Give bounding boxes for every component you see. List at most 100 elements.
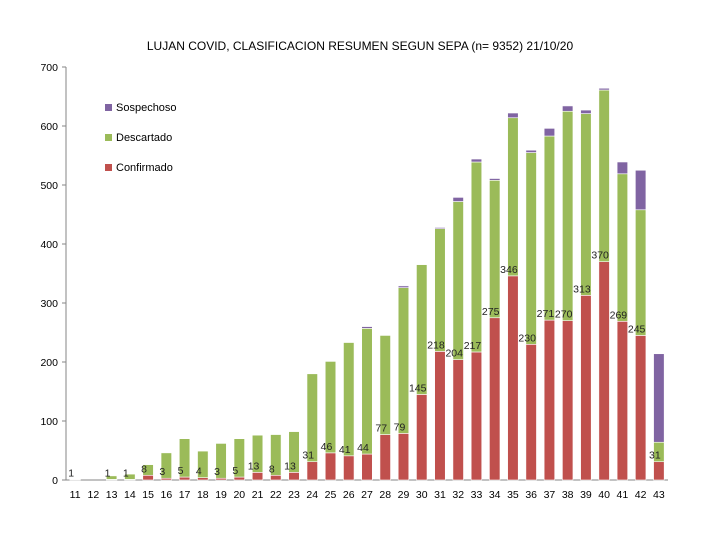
x-tick-label: 30 <box>416 489 428 501</box>
data-label-confirmado: 370 <box>591 250 609 262</box>
x-tick-label: 43 <box>653 489 665 501</box>
bar-descartado-16 <box>160 452 172 479</box>
data-label-confirmado: 5 <box>178 465 184 477</box>
data-label-confirmado: 217 <box>464 340 482 352</box>
x-tick-label: 36 <box>525 489 537 501</box>
bar-confirmado-35 <box>507 275 519 481</box>
bar-confirmado-20 <box>233 476 245 481</box>
bar-descartado-19 <box>215 443 227 479</box>
bar-descartado-41 <box>616 173 628 322</box>
y-tick-label: 0 <box>52 475 58 487</box>
data-label-confirmado: 346 <box>500 264 518 276</box>
x-tick-label: 12 <box>88 489 100 501</box>
data-label-confirmado: 271 <box>537 308 555 320</box>
data-label-confirmado: 218 <box>427 339 445 351</box>
x-tick-label: 11 <box>70 489 81 501</box>
data-label-confirmado: 204 <box>445 348 463 360</box>
bar-descartado-17 <box>178 438 191 478</box>
bar-sospechoso-43 <box>653 353 665 443</box>
bar-confirmado-41 <box>616 320 628 481</box>
x-tick-label: 18 <box>197 489 209 501</box>
bar-sospechoso-33 <box>470 158 483 163</box>
bar-descartado-26 <box>343 342 355 457</box>
x-tick-label: 39 <box>580 489 592 501</box>
data-label-confirmado: 270 <box>555 309 573 321</box>
bar-descartado-15 <box>142 464 154 476</box>
bar-confirmado-29 <box>397 433 410 481</box>
bar-descartado-24 <box>306 373 318 463</box>
data-label-confirmado: 230 <box>518 332 536 344</box>
data-label-confirmado: 275 <box>482 306 500 318</box>
bar-confirmado-42 <box>635 335 647 481</box>
legend-label-descartado: Descartado <box>116 132 172 144</box>
bar-confirmado-23 <box>288 472 300 481</box>
bar-confirmado-30 <box>416 394 428 481</box>
bar-confirmado-18 <box>197 477 209 481</box>
bar-descartado-28 <box>379 335 391 435</box>
bar-descartado-18 <box>197 450 209 478</box>
bar-descartado-14 <box>124 473 136 480</box>
y-tick-label: 300 <box>40 298 58 310</box>
y-tick-label: 400 <box>40 239 58 251</box>
bar-descartado-27 <box>361 328 373 455</box>
bar-confirmado-43 <box>653 461 665 481</box>
x-tick-label: 16 <box>160 489 172 501</box>
bar-descartado-34 <box>489 179 501 319</box>
data-label-confirmado: 269 <box>610 309 628 321</box>
bar-confirmado-28 <box>379 434 391 481</box>
x-tick-label: 32 <box>452 489 464 501</box>
bar-descartado-30 <box>416 264 428 395</box>
bar-confirmado-36 <box>525 343 537 481</box>
bar-confirmado-15 <box>142 474 154 481</box>
data-label-confirmado: 3 <box>159 466 165 478</box>
data-label-confirmado: 245 <box>628 323 646 335</box>
bar-confirmado-37 <box>543 319 556 481</box>
bar-descartado-38 <box>562 110 574 321</box>
y-tick-label: 500 <box>40 180 58 192</box>
chart-title: LUJAN COVID, CLASIFICACION RESUMEN SEGUN… <box>146 39 574 53</box>
bar-sospechoso-40 <box>598 87 610 91</box>
x-tick-label: 21 <box>252 489 264 501</box>
bar-descartado-40 <box>598 89 610 263</box>
x-tick-label: 41 <box>617 489 629 501</box>
bar-descartado-42 <box>635 209 647 336</box>
bar-confirmado-25 <box>324 452 337 481</box>
x-tick-label: 35 <box>507 489 519 501</box>
data-label-confirmado: 5 <box>232 465 238 477</box>
bar-descartado-13 <box>106 475 118 480</box>
x-tick-label: 26 <box>343 489 355 501</box>
x-tick-label: 24 <box>306 489 318 501</box>
bar-sospechoso-32 <box>452 197 464 202</box>
data-label-confirmado: 8 <box>141 463 147 475</box>
x-tick-label: 37 <box>544 489 556 501</box>
bar-confirmado-40 <box>598 261 610 481</box>
bar-descartado-23 <box>288 431 300 473</box>
data-label-confirmado: 145 <box>409 382 427 394</box>
bar-confirmado-17 <box>178 476 191 481</box>
data-label-confirmado: 313 <box>573 283 591 295</box>
x-tick-label: 27 <box>361 489 373 501</box>
data-label-confirmado: 31 <box>649 450 661 462</box>
bar-sospechoso-34 <box>489 178 501 181</box>
x-tick-label: 34 <box>489 489 501 501</box>
x-tick-label: 33 <box>471 489 483 501</box>
data-label-confirmado: 1 <box>123 467 129 479</box>
bar-confirmado-21 <box>251 472 264 481</box>
bar-sospechoso-37 <box>543 128 556 137</box>
y-tick-label: 100 <box>40 416 58 428</box>
y-tick-label: 700 <box>40 62 58 74</box>
bar-confirmado-39 <box>580 295 592 481</box>
data-label-confirmado: 44 <box>357 442 369 454</box>
bar-confirmado-31 <box>434 351 446 481</box>
data-label-confirmado: 31 <box>302 450 314 462</box>
bar-sospechoso-38 <box>562 105 574 112</box>
bar-descartado-21 <box>251 434 264 473</box>
x-tick-label: 13 <box>106 489 118 501</box>
bar-descartado-29 <box>397 287 410 434</box>
x-tick-label: 19 <box>215 489 227 501</box>
x-tick-label: 20 <box>233 489 245 501</box>
bar-confirmado-24 <box>306 461 318 481</box>
